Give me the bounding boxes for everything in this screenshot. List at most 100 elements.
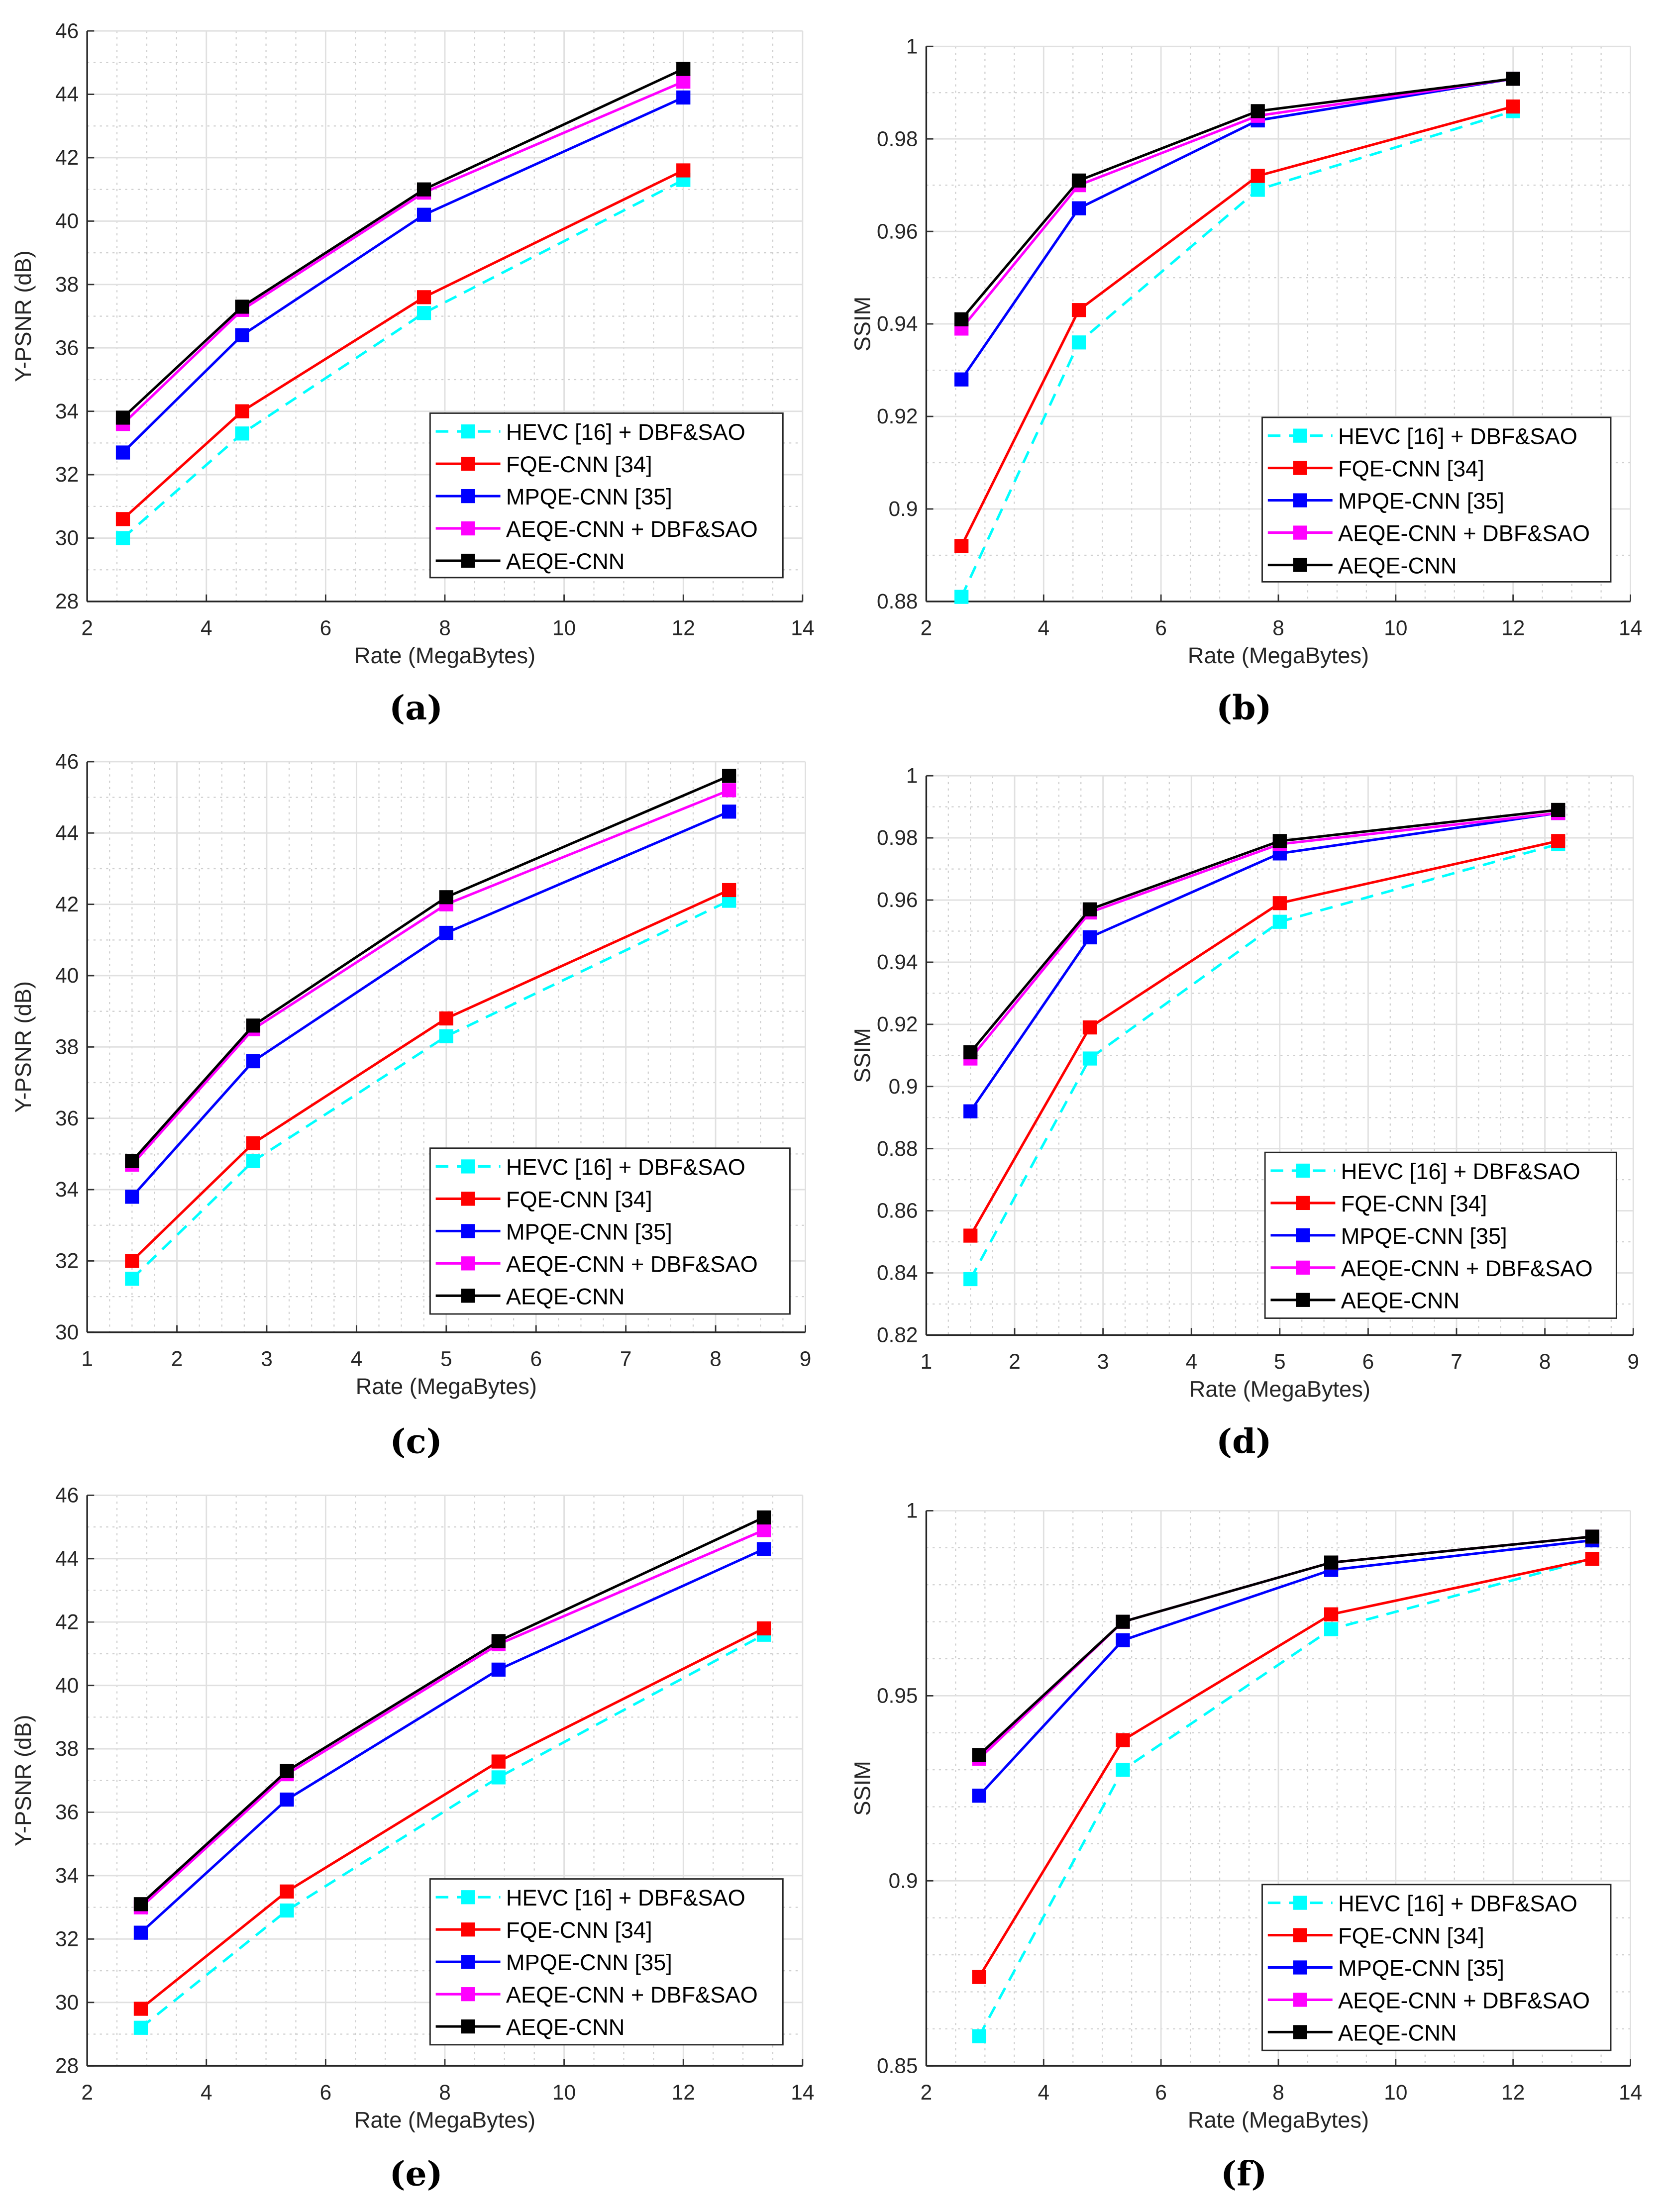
y-tick-label: 42 [55, 146, 79, 169]
legend-label: AEQE-CNN [1341, 1288, 1460, 1313]
legend-label: AEQE-CNN [1338, 553, 1457, 578]
data-point-hevc [1116, 1763, 1130, 1777]
data-point-aeqe [676, 62, 691, 76]
x-axis-label: Rate (MegaBytes) [356, 1374, 537, 1399]
y-tick-label: 40 [55, 1674, 79, 1697]
panel-caption: (e) [389, 2153, 442, 2193]
series-line-aeqe [122, 68, 684, 419]
series-line-aeqe [969, 808, 1559, 1053]
x-tick-label: 1 [81, 1347, 93, 1371]
panel-caption: (d) [1216, 1421, 1272, 1461]
data-point-aeqe [1272, 834, 1287, 848]
panel-caption: (b) [1216, 688, 1272, 727]
chart-panel-d: 1 2 3 4 5 6 7 8 9 0.82 0.84 0.86 0.88 0.9 0.92 0.94 0.96… [849, 764, 1639, 1461]
legend-marker-hevc [461, 1890, 475, 1905]
x-tick-label: 4 [351, 1347, 363, 1371]
x-tick-label: 2 [171, 1347, 183, 1371]
data-point-fqe [1071, 303, 1086, 317]
series-line-aeqe [131, 775, 730, 1162]
x-tick-label: 8 [1272, 2081, 1284, 2104]
legend-marker-mpqe [461, 489, 475, 503]
data-point-aeqe [133, 1897, 148, 1911]
x-tick-label: 6 [320, 2081, 332, 2104]
x-axis-label: Rate (MegaBytes) [1189, 1377, 1370, 1402]
data-point-aeqe [1071, 173, 1086, 188]
y-tick-label: 40 [55, 209, 79, 233]
data-point-aeqe [115, 410, 130, 425]
y-tick-label: 0.9 [889, 1869, 918, 1892]
legend-label: MPQE-CNN [35] [1341, 1223, 1507, 1249]
data-point-hevc [963, 1272, 978, 1287]
series-line-fqe [131, 889, 730, 1262]
x-tick-label: 2 [81, 616, 93, 640]
data-point-hevc [125, 1272, 139, 1286]
legend-marker-fqe [1293, 461, 1307, 475]
x-tick-label: 2 [81, 2081, 93, 2104]
x-tick-label: 8 [1539, 1350, 1551, 1373]
data-point-fqe [1324, 1607, 1339, 1621]
legend-label: MPQE-CNN [35] [1338, 489, 1504, 514]
x-tick-label: 5 [1274, 1350, 1286, 1373]
x-tick-label: 4 [1038, 2081, 1049, 2104]
data-point-fqe [1272, 896, 1287, 910]
x-tick-label: 8 [439, 616, 451, 640]
data-point-aeqe [417, 182, 431, 197]
legend-marker-hevc [1296, 1163, 1310, 1178]
legend-marker-aeqe_dbf [1293, 1993, 1307, 2007]
y-tick-label: 0.9 [889, 497, 918, 520]
data-point-hevc [280, 1903, 294, 1918]
legend-marker-hevc [461, 424, 475, 439]
legend: HEVC [16] + DBF&SAO FQE-CNN [34] MPQE-CNN … [429, 1147, 791, 1315]
data-point-fqe [1116, 1733, 1130, 1747]
y-tick-label: 0.84 [877, 1261, 918, 1285]
y-axis-label: SSIM [849, 297, 875, 351]
data-point-mpqe [954, 372, 969, 387]
y-axis-label: SSIM [849, 1028, 875, 1083]
x-tick-label: 7 [620, 1347, 632, 1371]
data-point-aeqe [1082, 902, 1097, 916]
data-point-aeqe [1551, 803, 1565, 817]
x-tick-label: 4 [1185, 1350, 1197, 1373]
y-tick-label: 0.96 [877, 888, 918, 911]
x-tick-label: 9 [800, 1347, 812, 1371]
y-tick-label: 42 [55, 893, 79, 916]
legend-marker-aeqe_dbf [461, 1987, 475, 2002]
x-tick-label: 8 [439, 2081, 451, 2104]
x-tick-label: 12 [1501, 616, 1525, 640]
data-point-fqe [1506, 99, 1520, 114]
legend-label: HEVC [16] + DBF&SAO [506, 1154, 745, 1180]
series-line-aeqe_dbf [960, 77, 1514, 330]
data-point-hevc [1250, 183, 1265, 197]
series-line-fqe [969, 839, 1559, 1236]
legend-label: FQE-CNN [34] [506, 452, 652, 477]
legend-marker-mpqe [461, 1955, 475, 1969]
series-line-mpqe [960, 77, 1514, 381]
legend-label: FQE-CNN [34] [506, 1917, 652, 1943]
y-tick-label: 0.95 [877, 1684, 918, 1708]
x-tick-label: 3 [261, 1347, 273, 1371]
legend-marker-fqe [461, 1192, 475, 1206]
legend-label: AEQE-CNN + DBF&SAO [506, 516, 758, 542]
legend-marker-aeqe_dbf [461, 521, 475, 536]
legend-marker-aeqe_dbf [1296, 1260, 1310, 1275]
data-point-fqe [1585, 1552, 1600, 1566]
series-line-aeqe_dbf [140, 1529, 764, 1909]
legend-label: AEQE-CNN [506, 549, 625, 574]
data-point-fqe [1250, 169, 1265, 183]
y-tick-label: 30 [55, 1991, 79, 2014]
series-line-hevc [969, 843, 1559, 1280]
legend-marker-aeqe [461, 553, 475, 568]
x-tick-label: 12 [672, 616, 695, 640]
data-point-hevc [954, 590, 969, 604]
legend-marker-mpqe [1293, 493, 1307, 507]
x-tick-label: 3 [1097, 1350, 1109, 1373]
data-point-aeqe [280, 1764, 294, 1778]
y-tick-label: 0.96 [877, 219, 918, 243]
y-tick-label: 0.92 [877, 404, 918, 428]
data-point-aeqe [1324, 1555, 1339, 1570]
x-tick-label: 2 [1009, 1350, 1021, 1373]
y-tick-label: 38 [55, 273, 79, 296]
legend-marker-mpqe [1296, 1228, 1310, 1242]
